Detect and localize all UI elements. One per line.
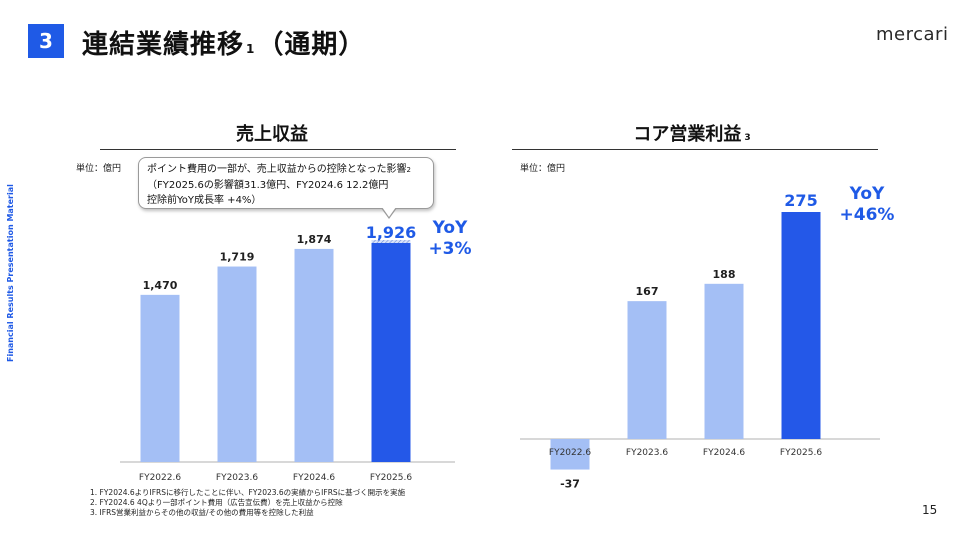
core-op-value-label-1: 167: [636, 285, 659, 298]
core-op-value-label-0: -37: [560, 478, 580, 491]
page-title: 連結業績推移 1（通期）: [82, 24, 365, 61]
core-op-chart-title-text: コア営業利益: [633, 124, 742, 145]
mercari-logo: mercari: [876, 24, 949, 45]
core-op-tick-label-0: FY2022.6: [549, 448, 591, 458]
revenue-value-label-2: 1,874: [297, 233, 332, 246]
revenue-bar-cap-3: [371, 240, 411, 243]
section-badge: 3: [28, 24, 64, 58]
revenue-value-label-3: 1,926: [366, 223, 417, 242]
footnote-3: 3. IFRS営業利益からその他の収益/その他の費用等を控除した利益: [90, 508, 314, 517]
core-op-tick-label-2: FY2024.6: [703, 448, 745, 458]
footnotes: 1. FY2024.6よりIFRSに移行したことに伴い、FY2023.6の実績か…: [90, 488, 405, 518]
page-number: 15: [922, 503, 938, 517]
revenue-tick-label-1: FY2023.6: [216, 473, 258, 483]
page-title-suffix: （通期）: [257, 30, 366, 60]
revenue-value-label-0: 1,470: [143, 279, 178, 292]
revenue-yoy-value: +3%: [428, 239, 472, 259]
revenue-unit-label: 単位：億円: [76, 164, 122, 174]
footnote-1: 1. FY2024.6よりIFRSに移行したことに伴い、FY2023.6の実績か…: [90, 488, 406, 497]
revenue-title-rule: [100, 149, 456, 150]
core-op-chart-title-note: 3: [744, 133, 751, 143]
core-op-chart-title: コア営業利益 3: [622, 120, 762, 146]
revenue-bar-1: [217, 266, 257, 462]
revenue-tick-label-0: FY2022.6: [139, 473, 181, 483]
core-op-value-label-2: 188: [713, 268, 736, 281]
core-op-bar-0: [550, 439, 590, 470]
revenue-tick-label-3: FY2025.6: [370, 473, 412, 483]
core-op-plot: -37 FY2022.6 167 FY2023.6 188 FY2024.6 275 FY20…: [520, 191, 880, 491]
callout-tail-inner: [382, 207, 396, 217]
revenue-yoy: YoY +3%: [424, 218, 476, 260]
revenue-bar-2: [294, 248, 334, 462]
revenue-tick-label-2: FY2024.6: [293, 473, 335, 483]
footnote-2: 2. FY2024.6 4Qより一部ポイント費用（広告宣伝費）を売上収益から控除: [90, 498, 343, 507]
callout-line-3: 控除前YoY成長率 +4%）: [147, 195, 262, 206]
callout-line-1-text: ポイント費用の一部が、売上収益からの控除となった影響: [147, 164, 407, 175]
page-title-note: 1: [246, 42, 256, 56]
revenue-plot: 1,470 FY2022.6 1,719 FY2023.6 1,874 FY2024.6 1…: [120, 223, 455, 483]
core-op-yoy-value: +46%: [839, 205, 895, 225]
core-op-tick-label-1: FY2023.6: [626, 448, 668, 458]
core-op-bar-1: [627, 301, 667, 439]
page-title-main: 連結業績推移: [82, 30, 245, 60]
core-op-unit-label: 単位：億円: [520, 164, 566, 174]
core-op-value-label-3: 275: [784, 191, 817, 210]
core-op-title-rule: [512, 149, 878, 150]
core-op-yoy-label: YoY: [849, 184, 885, 204]
callout-line-2: （FY2025.6の影響額31.3億円、FY2024.6 12.2億円: [147, 180, 389, 191]
revenue-bar-0: [140, 294, 180, 462]
revenue-value-label-1: 1,719: [220, 251, 255, 264]
revenue-chart-title-text: 売上収益: [236, 124, 308, 145]
revenue-chart-title: 売上収益: [212, 120, 332, 146]
core-op-bar-2: [704, 283, 744, 439]
revenue-callout: ポイント費用の一部が、売上収益からの控除となった影響2 （FY2025.6の影響…: [138, 157, 434, 209]
core-op-tick-label-3: FY2025.6: [780, 448, 822, 458]
core-op-bar-3: [781, 212, 821, 439]
core-op-yoy: YoY +46%: [838, 184, 896, 226]
revenue-yoy-label: YoY: [432, 218, 468, 238]
revenue-bar-3: [371, 243, 411, 462]
callout-line-1-note: 2: [406, 166, 411, 174]
callout-line-1: ポイント費用の一部が、売上収益からの控除となった影響2: [147, 162, 425, 178]
